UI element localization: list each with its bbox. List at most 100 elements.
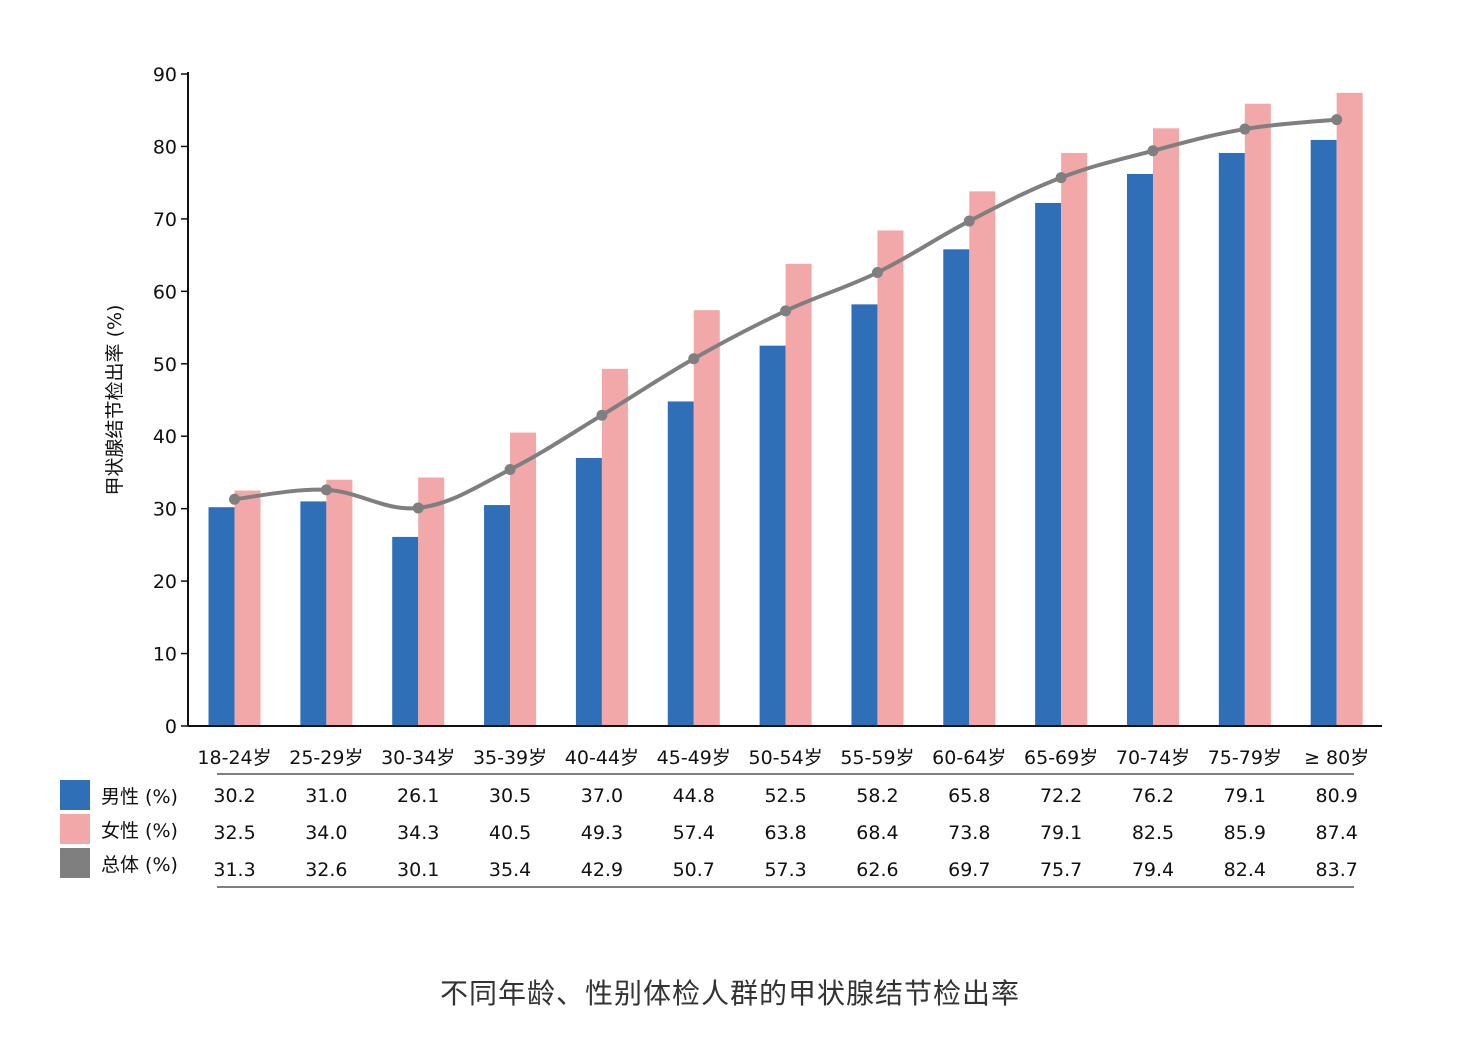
y-tick-label: 90 (153, 64, 177, 86)
table-cell: 76.2 (1132, 785, 1174, 807)
table-cell: 26.1 (397, 785, 439, 807)
category-labels: 18-24岁 25-29岁 30-34岁 35-39岁 40-44岁 45-49岁 50-5… (197, 747, 1369, 769)
bar-female (418, 477, 445, 726)
table-cell: 63.8 (764, 822, 806, 844)
table-cell: 30.2 (213, 785, 255, 807)
bar-female (1244, 103, 1271, 727)
bar-female (234, 490, 261, 726)
y-axis-title: 甲状腺结节检出率 (%) (104, 305, 126, 496)
legend-swatch (60, 848, 90, 878)
table-cell: 82.5 (1132, 822, 1174, 844)
x-category-label: ≥ 80岁 (1304, 747, 1369, 769)
y-axis-label: 甲状腺结节检出率 (%) (104, 305, 126, 496)
table-cell: 68.4 (856, 822, 898, 844)
y-tick-label: 50 (153, 354, 177, 376)
table-cell: 31.0 (305, 785, 347, 807)
x-category-label: 60-64岁 (932, 747, 1006, 769)
total-point (871, 266, 883, 278)
total-point (1055, 172, 1067, 184)
table-cell: 82.4 (1224, 859, 1266, 881)
bar-female (1152, 128, 1179, 727)
bar-female (877, 230, 904, 727)
x-category-label: 70-74岁 (1116, 747, 1190, 769)
table-cell: 34.0 (305, 822, 347, 844)
chart-svg: 甲状腺结节检出率 (%) 0 10 20 30 40 50 60 70 80 90 18-24岁 2… (60, 64, 1382, 888)
bar-male (1310, 139, 1337, 726)
table-cell: 32.6 (305, 859, 347, 881)
x-category-label: 35-39岁 (473, 747, 547, 769)
bar-male (392, 536, 419, 726)
total-point (229, 493, 241, 505)
x-category-label: 30-34岁 (381, 747, 455, 769)
total-line-layer (229, 114, 1343, 514)
bar-male (1035, 202, 1062, 726)
bar-female (601, 368, 628, 726)
table-cell: 87.4 (1316, 822, 1358, 844)
x-category-label: 18-24岁 (197, 747, 271, 769)
bar-female (785, 263, 812, 726)
table-cell: 69.7 (948, 859, 990, 881)
legend-swatch (60, 814, 90, 844)
bar-male (667, 401, 694, 726)
table-cell: 75.7 (1040, 859, 1082, 881)
table-cell: 42.9 (581, 859, 623, 881)
table-cell: 40.5 (489, 822, 531, 844)
bar-female (693, 310, 720, 726)
y-tick-label: 60 (153, 281, 177, 303)
bar-male (759, 345, 786, 726)
table-cell: 35.4 (489, 859, 531, 881)
total-point (320, 484, 332, 496)
x-category-label: 40-44岁 (565, 747, 639, 769)
bar-male (1126, 173, 1153, 726)
table-cell: 30.5 (489, 785, 531, 807)
legend: 男性 (%) 女性 (%) 总体 (%) (60, 780, 178, 878)
bar-female (1061, 152, 1088, 726)
table-cell: 80.9 (1316, 785, 1358, 807)
x-category-label: 55-59岁 (840, 747, 914, 769)
legend-label: 女性 (%) (101, 820, 178, 842)
total-point (780, 305, 792, 317)
table-cell: 49.3 (581, 822, 623, 844)
bar-male (208, 507, 235, 726)
table-cell: 31.3 (213, 859, 255, 881)
bars-layer (208, 92, 1363, 727)
data-table: 30.2 31.0 26.1 30.5 37.0 44.8 52.5 58.2 65.8 72.2… (213, 773, 1358, 888)
bar-male (851, 304, 878, 726)
y-tick-label: 0 (165, 716, 177, 738)
bar-male (300, 501, 327, 726)
bar-female (326, 479, 353, 726)
y-tick-label: 80 (153, 136, 177, 158)
total-point (1147, 145, 1159, 157)
table-cell: 83.7 (1316, 859, 1358, 881)
total-point (1239, 123, 1251, 135)
x-category-label: 65-69岁 (1024, 747, 1098, 769)
total-point (963, 215, 975, 227)
axes-layer (187, 72, 1382, 727)
bar-male (943, 249, 970, 726)
bar-female (969, 191, 996, 727)
total-point (504, 464, 516, 476)
table-cell: 57.3 (764, 859, 806, 881)
total-point (412, 502, 424, 514)
table-cell: 58.2 (856, 785, 898, 807)
x-category-label: 75-79岁 (1208, 747, 1282, 769)
table-cell: 62.6 (856, 859, 898, 881)
legend-swatch (60, 780, 90, 810)
bar-male (575, 457, 602, 726)
bar-female (1336, 92, 1363, 726)
table-cell: 79.1 (1224, 785, 1266, 807)
x-category-label: 25-29岁 (289, 747, 363, 769)
table-cell: 50.7 (673, 859, 715, 881)
legend-label: 男性 (%) (101, 786, 178, 808)
x-category-label: 50-54岁 (748, 747, 822, 769)
table-cell: 34.3 (397, 822, 439, 844)
table-cell: 44.8 (673, 785, 715, 807)
bar-male (484, 505, 511, 726)
table-cell: 72.2 (1040, 785, 1082, 807)
table-cell: 32.5 (213, 822, 255, 844)
table-cell: 85.9 (1224, 822, 1266, 844)
y-tick-label: 20 (153, 571, 177, 593)
table-cell: 30.1 (397, 859, 439, 881)
table-cell: 73.8 (948, 822, 990, 844)
y-axis-ticks: 0 10 20 30 40 50 60 70 80 90 (153, 64, 188, 738)
